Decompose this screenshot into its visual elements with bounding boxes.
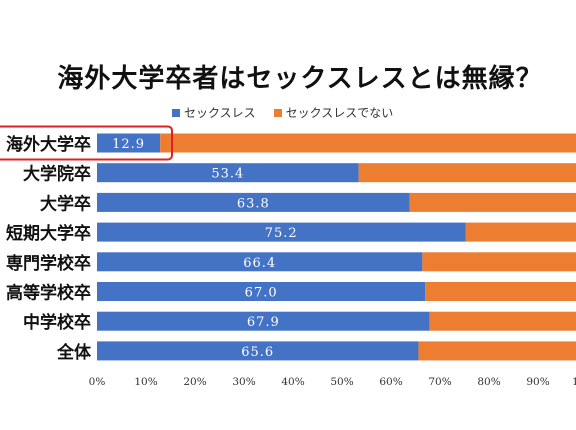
bar-sexless-7 (97, 341, 419, 361)
bar-not-sexless-1 (358, 163, 576, 183)
bar-not-sexless-2 (409, 192, 576, 212)
category-label-0: 海外大学卒 (6, 134, 91, 155)
x-tick-label-2: 20% (183, 376, 206, 388)
data-label-3: 75.2 (265, 226, 298, 241)
bar-sexless-5 (97, 282, 426, 301)
data-label-0: 12.9 (112, 137, 145, 152)
data-label-1: 53.4 (211, 167, 244, 182)
legend-item-sexless: セックスレス (172, 104, 256, 121)
legend-swatch-not-sexless (273, 108, 282, 117)
x-tick-label-0: 0% (89, 376, 106, 388)
bar-not-sexless-7 (418, 341, 576, 361)
category-label-7: 全体 (56, 342, 92, 363)
x-tick-label-10: 100% (572, 376, 576, 388)
bar-not-sexless-6 (429, 311, 576, 331)
highlight-box (0, 125, 173, 161)
category-label-3: 短期大学卒 (6, 223, 91, 244)
bar-sexless-3 (97, 222, 466, 242)
legend-item-not-sexless: セックスレスでない (273, 104, 394, 121)
x-tick-label-5: 50% (330, 376, 353, 388)
category-label-1: 大学院卒 (23, 164, 91, 185)
bar-not-sexless-0 (160, 133, 576, 153)
bar-sexless-1 (97, 163, 359, 183)
data-label-6: 67.9 (247, 315, 280, 330)
x-tick-label-4: 40% (281, 376, 304, 388)
bar-not-sexless-3 (465, 222, 576, 242)
bar-sexless-0 (97, 133, 161, 153)
data-label-2: 63.8 (237, 196, 270, 211)
legend-swatch-sexless (172, 108, 180, 117)
x-tick-label-3: 30% (232, 376, 255, 388)
category-label-5: 高等学校卒 (6, 283, 91, 304)
category-label-4: 専門学校卒 (6, 253, 91, 274)
chart-title: 海外大学卒者はセックスレスとは無縁？ (57, 64, 543, 94)
data-label-4: 66.4 (243, 256, 276, 271)
legend-label-sexless: セックスレス (184, 106, 256, 120)
category-label-6: 中学校卒 (23, 312, 91, 333)
legend-label-not-sexless: セックスレスでない (285, 106, 394, 120)
x-tick-label-6: 60% (379, 376, 402, 388)
bar-not-sexless-5 (425, 282, 576, 301)
data-label-7: 65.6 (241, 345, 274, 360)
x-tick-label-1: 10% (134, 376, 157, 388)
x-tick-label-7: 70% (428, 376, 451, 388)
bar-sexless-4 (97, 252, 423, 272)
bar-not-sexless-4 (422, 252, 576, 272)
x-tick-label-8: 80% (477, 376, 500, 388)
data-label-5: 67.0 (245, 286, 278, 301)
legend: セックスレス セックスレスでない (172, 104, 393, 121)
category-label-2: 大学卒 (40, 193, 91, 214)
bar-sexless-2 (97, 192, 410, 212)
x-tick-label-9: 90% (526, 376, 549, 388)
bar-sexless-6 (97, 311, 430, 331)
